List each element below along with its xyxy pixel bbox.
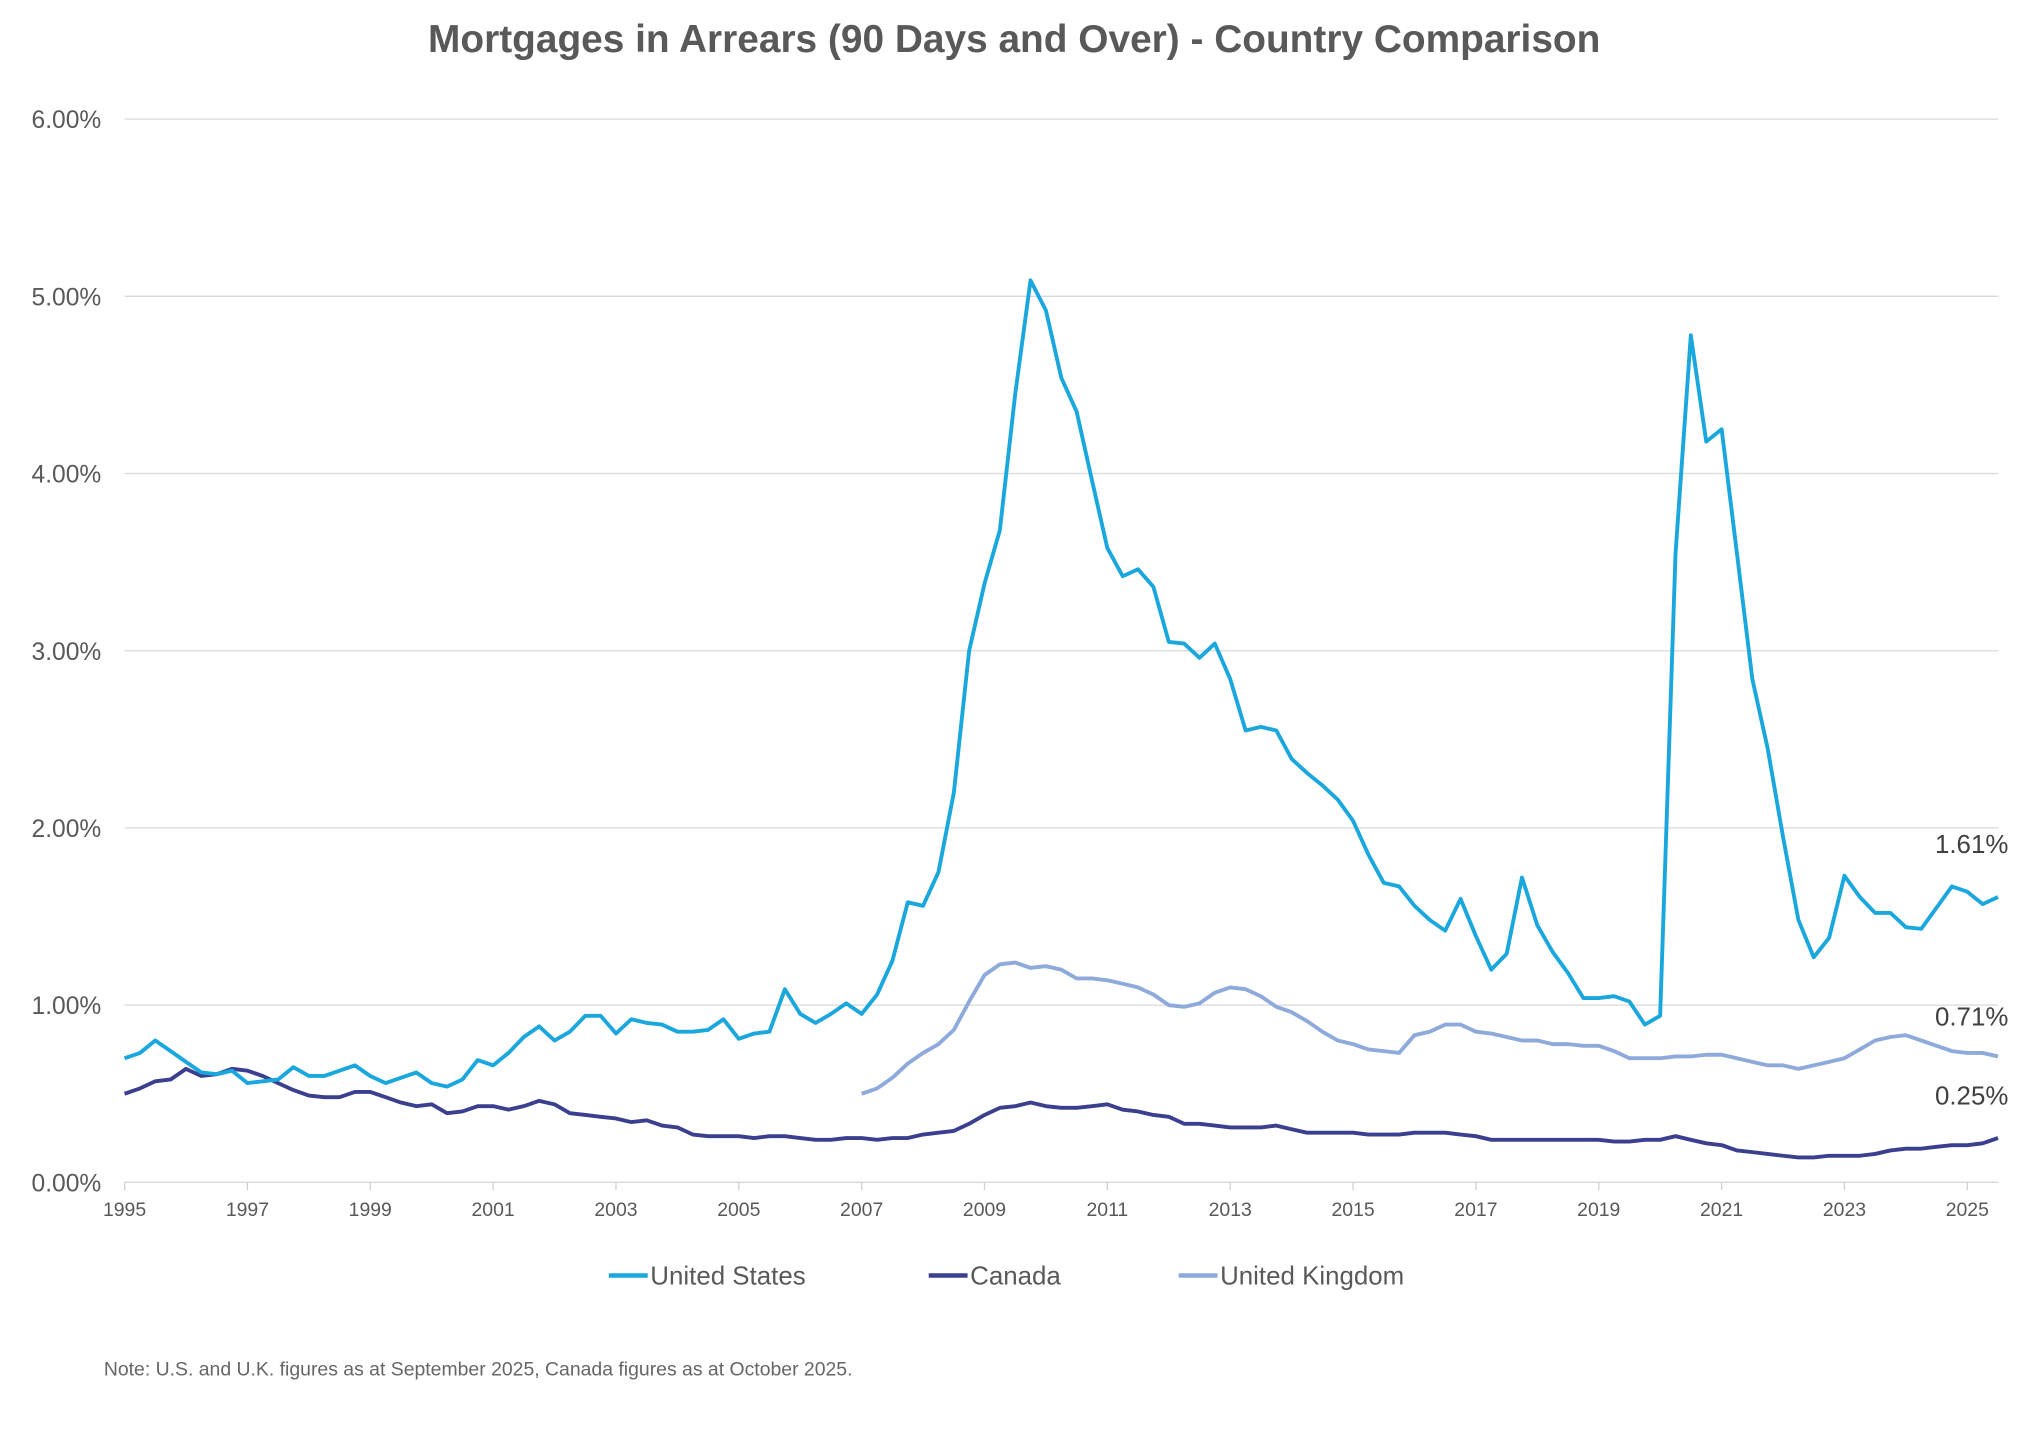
end-labels: 1.61% 0.25% 0.71% <box>1935 831 2008 1110</box>
gridlines <box>124 118 1999 1183</box>
x-tick-label: 2025 <box>1946 1199 1989 1221</box>
legend-label: Canada <box>970 1263 1061 1291</box>
legend-item-united-states: United States <box>608 1263 806 1291</box>
y-axis-ticks: 0.00% 1.00% 2.00% 3.00% 4.00% 5.00% 6.00% <box>32 107 102 1197</box>
series-line-united-states <box>123 278 1999 1089</box>
x-tick-label: 2017 <box>1454 1199 1497 1221</box>
legend-item-united-kingdom: United Kingdom <box>1178 1263 1404 1291</box>
x-tick-label: 2021 <box>1700 1199 1743 1221</box>
x-tick-label: 2015 <box>1331 1199 1374 1221</box>
y-tick-label: 5.00% <box>32 284 102 311</box>
footnote: Note: U.S. and U.K. figures as at Septem… <box>104 1358 853 1380</box>
series-lines <box>123 278 1999 1160</box>
series-line-canada <box>123 1066 1999 1160</box>
end-value-label: 0.25% <box>1935 1082 2008 1110</box>
x-tick-label: 2013 <box>1209 1199 1252 1221</box>
x-tick-label: 2009 <box>963 1199 1006 1221</box>
y-tick-label: 1.00% <box>32 993 102 1020</box>
x-tick-label: 1997 <box>226 1199 269 1221</box>
legend-label: United States <box>650 1263 805 1291</box>
y-tick-label: 4.00% <box>32 462 102 489</box>
legend-item-canada: Canada <box>928 1263 1061 1291</box>
x-tick-label: 1999 <box>349 1199 392 1221</box>
y-tick-label: 3.00% <box>32 639 102 666</box>
legend-label: United Kingdom <box>1220 1263 1404 1291</box>
x-tick-label: 1995 <box>103 1199 146 1221</box>
y-tick-label: 2.00% <box>32 816 102 843</box>
y-tick-label: 6.00% <box>32 107 102 134</box>
legend: United States Canada United Kingdom <box>608 1263 1404 1291</box>
series-line-united-kingdom <box>861 960 1999 1096</box>
x-tick-label: 2023 <box>1823 1199 1866 1221</box>
x-tick-label: 2001 <box>472 1199 515 1221</box>
end-value-label: 1.61% <box>1935 831 2008 859</box>
x-tick-label: 2005 <box>717 1199 760 1221</box>
x-tick-label: 2011 <box>1086 1199 1128 1221</box>
chart-title: Mortgages in Arrears (90 Days and Over) … <box>428 18 1600 61</box>
end-value-label: 0.71% <box>1935 1003 2008 1031</box>
y-tick-label: 0.00% <box>32 1170 102 1197</box>
x-tick-label: 2007 <box>840 1199 883 1221</box>
x-axis-ticks: 1995 1997 1999 2001 2003 2005 2007 2009 2011 2013… <box>103 1182 1989 1221</box>
x-tick-label: 2019 <box>1577 1199 1620 1221</box>
x-tick-label: 2003 <box>594 1199 637 1221</box>
